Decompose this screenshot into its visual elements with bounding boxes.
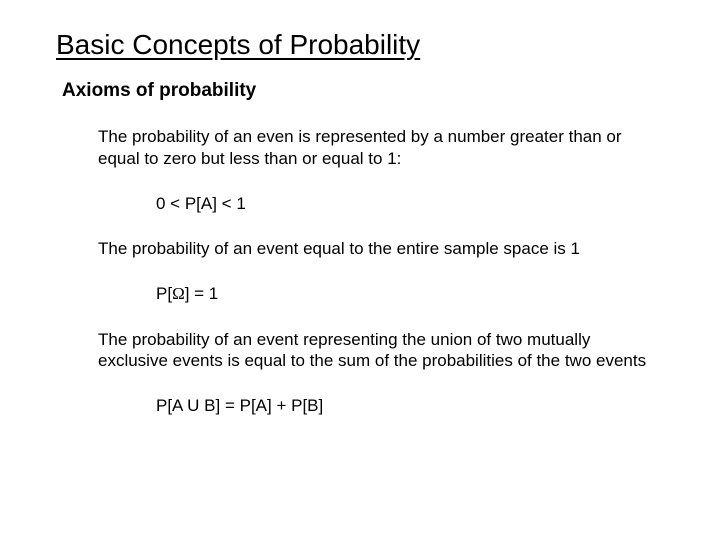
axiom-3-text: The probability of an event representing… bbox=[98, 329, 664, 372]
axiom-2-formula: P[Ω] = 1 bbox=[156, 283, 664, 304]
axiom-2-text: The probability of an event equal to the… bbox=[98, 238, 664, 259]
axiom-1-text: The probability of an even is represente… bbox=[98, 126, 664, 169]
section-subtitle: Axioms of probability bbox=[62, 80, 664, 103]
slide: Basic Concepts of Probability Axioms of … bbox=[0, 0, 720, 540]
omega-symbol: Ω bbox=[172, 284, 185, 303]
page-title: Basic Concepts of Probability bbox=[56, 28, 664, 62]
axiom-3-formula: P[A U B] = P[A] + P[B] bbox=[156, 395, 664, 416]
axiom-1-formula: 0 < P[A] < 1 bbox=[156, 193, 664, 214]
